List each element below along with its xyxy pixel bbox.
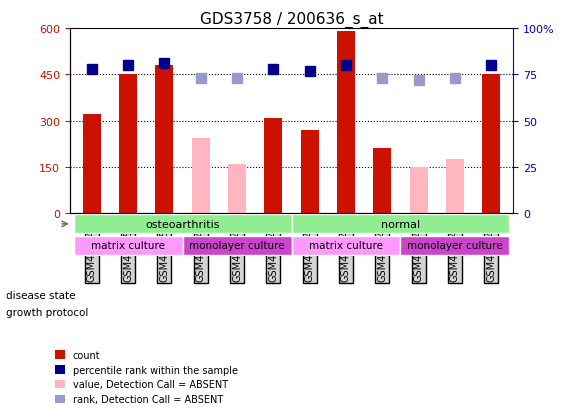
FancyBboxPatch shape — [292, 215, 510, 234]
Bar — [409, 168, 428, 214]
FancyBboxPatch shape — [401, 236, 510, 255]
Bar — [482, 75, 500, 214]
Bar — [337, 32, 355, 214]
Title: GDS3758 / 200636_s_at: GDS3758 / 200636_s_at — [200, 12, 383, 28]
Bar — [264, 118, 282, 214]
FancyBboxPatch shape — [292, 236, 401, 255]
Legend: count, percentile rank within the sample, value, Detection Call = ABSENT, rank, : count, percentile rank within the sample… — [51, 346, 242, 408]
Bar — [373, 149, 391, 214]
Text: osteoarthritis: osteoarthritis — [145, 219, 220, 229]
Bar — [192, 138, 210, 214]
Bar — [119, 75, 137, 214]
FancyBboxPatch shape — [73, 215, 292, 234]
Bar — [446, 160, 464, 214]
Bar — [228, 164, 246, 214]
Bar — [155, 66, 174, 214]
Bar — [83, 115, 101, 214]
Text: monolayer culture: monolayer culture — [189, 240, 285, 250]
Text: disease state: disease state — [6, 290, 75, 300]
Text: matrix culture: matrix culture — [91, 240, 165, 250]
Text: normal: normal — [381, 219, 420, 229]
Text: growth protocol: growth protocol — [6, 307, 88, 317]
FancyBboxPatch shape — [182, 236, 292, 255]
FancyBboxPatch shape — [73, 236, 182, 255]
Text: matrix culture: matrix culture — [309, 240, 383, 250]
Bar — [301, 131, 319, 214]
Text: monolayer culture: monolayer culture — [407, 240, 503, 250]
